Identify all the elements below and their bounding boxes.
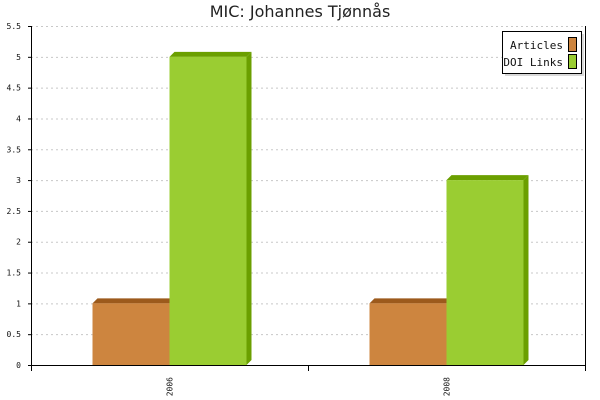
legend: Articles DOI Links [502, 31, 584, 76]
bar-articles-2008 [369, 303, 447, 365]
y-tick-label: 1 [16, 299, 21, 308]
legend-label: Articles [510, 39, 563, 52]
y-tick-label: 2 [16, 238, 21, 247]
y-tick-label: 0 [16, 361, 21, 370]
x-tick-label: 2008 [443, 377, 452, 396]
legend-swatch [568, 37, 577, 52]
bars [92, 51, 529, 366]
axes: 0 0.5 1 1.5 2 2.5 3 3.5 4 4.5 5 5.5 2006 2008 [7, 22, 586, 396]
bar-doi-links-2006 [169, 56, 247, 366]
y-tick-label: 0.5 [7, 330, 22, 339]
bar-top-face [369, 298, 452, 304]
bar-articles-2006 [92, 303, 170, 365]
bar-group [92, 298, 175, 365]
legend-label: DOI Links [503, 56, 563, 69]
bar-top-face [446, 175, 529, 181]
y-tick-label: 4 [16, 114, 21, 123]
y-tick-label: 2.5 [7, 207, 22, 216]
chart-title: MIC: Johannes Tjønnås [210, 2, 391, 21]
bar-side-face [246, 51, 252, 366]
x-tick-label: 2006 [166, 377, 175, 396]
bar-doi-links-2008 [446, 180, 524, 365]
bar-top-face [169, 51, 252, 57]
y-tick-label: 4.5 [7, 84, 22, 93]
y-tick-label: 5 [16, 53, 21, 62]
bar-group [446, 175, 529, 365]
bar-side-face [523, 175, 529, 365]
y-tick-label: 5.5 [7, 22, 22, 31]
y-tick-label: 3 [16, 176, 21, 185]
bar-group [369, 298, 452, 365]
y-tick-label: 1.5 [7, 269, 22, 278]
legend-swatch [568, 54, 577, 69]
y-tick-label: 3.5 [7, 145, 22, 154]
bar-group [169, 51, 252, 366]
bar-top-face [92, 298, 175, 304]
